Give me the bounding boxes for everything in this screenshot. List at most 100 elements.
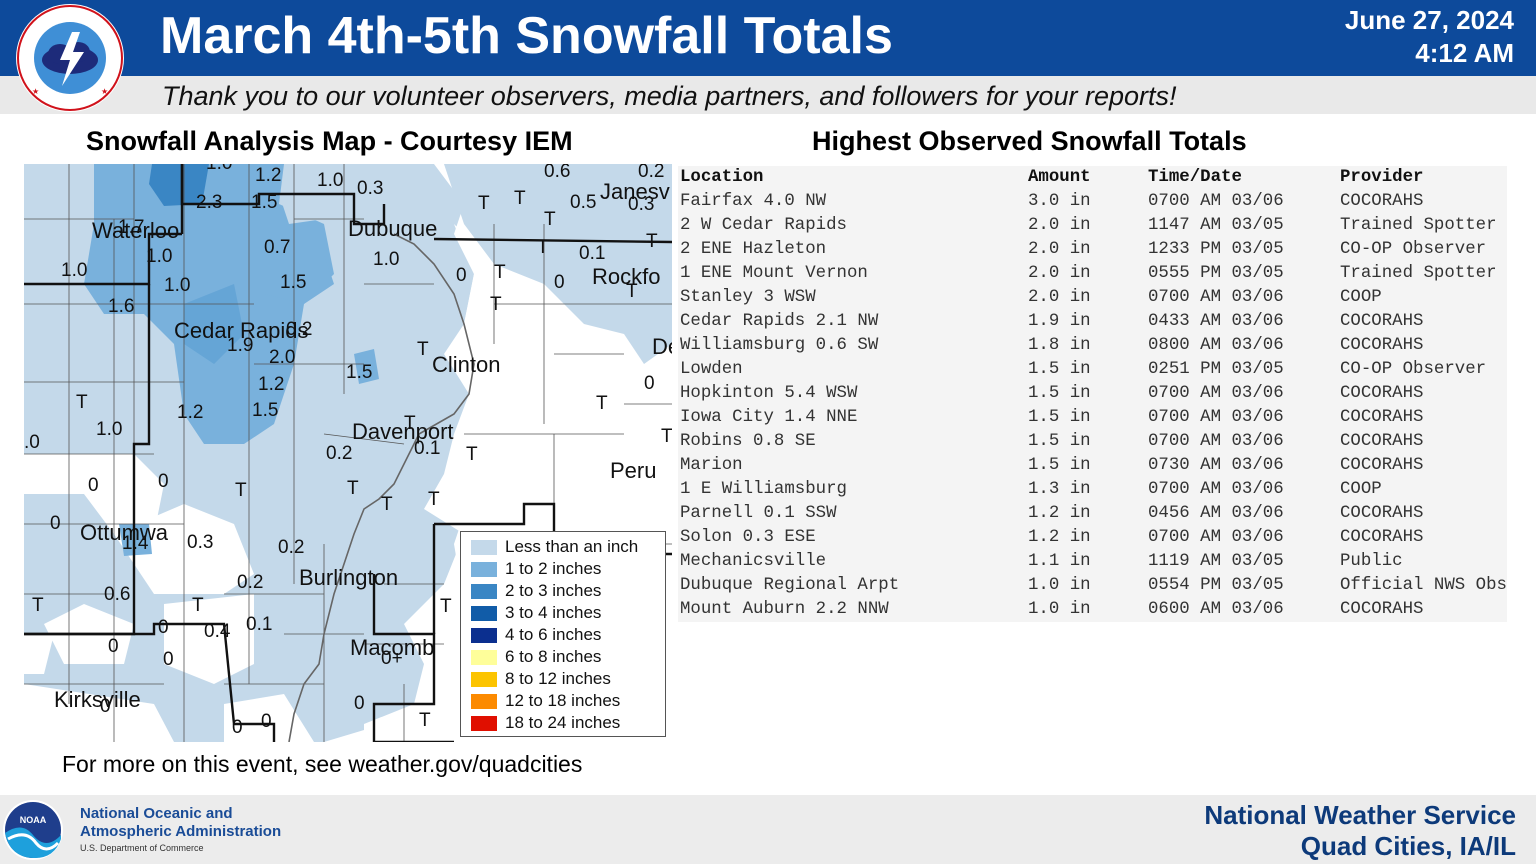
noaa-name: National Oceanic and Atmospheric Adminis… xyxy=(80,805,281,841)
map-value: 1.0 xyxy=(164,275,191,296)
legend-swatch xyxy=(471,628,497,643)
map-value: 0 xyxy=(644,373,655,394)
table-row: Mechanicsville 1.1 in 1119 AM 03/05 Public xyxy=(678,550,1507,574)
cell-provider: COCORAHS xyxy=(1338,526,1507,550)
map-value: 0 xyxy=(50,513,61,534)
table-header-row: Location Amount Time/Date Provider xyxy=(678,166,1507,190)
cell-provider: Trained Spotter xyxy=(1338,262,1507,286)
cell-location: Marion xyxy=(678,454,1026,478)
cell-location: Iowa City 1.4 NNE xyxy=(678,406,1026,430)
table-body: Fairfax 4.0 NW 3.0 in 0700 AM 03/06 COCORAH… xyxy=(678,190,1507,622)
cell-time-date: 0730 AM 03/06 xyxy=(1146,454,1338,478)
legend-label: 3 to 4 inches xyxy=(505,603,602,622)
table-title: Highest Observed Snowfall Totals xyxy=(812,126,1247,156)
cell-location: Solon 0.3 ESE xyxy=(678,526,1026,550)
legend-swatch xyxy=(471,584,497,599)
subtitle-bar xyxy=(0,76,1536,114)
cell-time-date: 0456 AM 03/06 xyxy=(1146,502,1338,526)
table-row: Williamsburg 0.6 SW 1.8 in 0800 AM 03/06 CO… xyxy=(678,334,1507,358)
map-trace: T xyxy=(404,413,416,434)
map-value: 0 xyxy=(108,636,119,657)
legend-swatch xyxy=(471,650,497,665)
cell-time-date: 1119 AM 03/05 xyxy=(1146,550,1338,574)
map-trace: T xyxy=(626,281,638,302)
map-city-rockford: Rockfo xyxy=(592,264,661,289)
map-city-ottumwa: Ottumwa xyxy=(80,520,169,545)
map-value: 0.6 xyxy=(104,584,131,605)
cell-provider: Official NWS Obs xyxy=(1338,574,1507,598)
map-value: 1.6 xyxy=(108,296,135,317)
map-value: 0.3 xyxy=(357,178,384,199)
map-city-peru: Peru xyxy=(610,458,657,483)
table-row: Cedar Rapids 2.1 NW 1.9 in 0433 AM 03/06 CO… xyxy=(678,310,1507,334)
table-row: Parnell 0.1 SSW 1.2 in 0456 AM 03/06 COCORA… xyxy=(678,502,1507,526)
map-trace: T xyxy=(381,494,393,515)
svg-text:★: ★ xyxy=(32,87,39,96)
map-trace: T xyxy=(514,188,526,209)
map-trace: T xyxy=(347,478,359,499)
map-value: 0 xyxy=(158,471,169,492)
cell-provider: COCORAHS xyxy=(1338,502,1507,526)
map-trace: T xyxy=(235,480,247,501)
legend-label: 12 to 18 inches xyxy=(505,691,621,710)
legend-label: 6 to 8 inches xyxy=(505,647,602,666)
cell-amount: 1.5 in xyxy=(1026,382,1146,406)
column-header-provider: Provider xyxy=(1338,166,1507,190)
table-row: 2 W Cedar Rapids 2.0 in 1147 AM 03/05 Train… xyxy=(678,214,1507,238)
map-value: 0.7 xyxy=(264,237,291,258)
cell-time-date: 0700 AM 03/06 xyxy=(1146,430,1338,454)
table-row: 1 E Williamsburg 1.3 in 0700 AM 03/06 COOP xyxy=(678,478,1507,502)
map-value: 1.0 xyxy=(317,170,344,191)
table-row: Marion 1.5 in 0730 AM 03/06 COCORAHS xyxy=(678,454,1507,478)
table-row: Robins 0.8 SE 1.5 in 0700 AM 03/06 COCORAHS xyxy=(678,430,1507,454)
map-value: 0.2 xyxy=(638,164,665,182)
cell-provider: COCORAHS xyxy=(1338,190,1507,214)
table-row: Iowa City 1.4 NNE 1.5 in 0700 AM 03/06 COCO… xyxy=(678,406,1507,430)
map-value: 0 xyxy=(100,696,111,717)
cell-location: Hopkinton 5.4 WSW xyxy=(678,382,1026,406)
legend-label: Less than an inch xyxy=(505,537,639,556)
cell-provider: CO-OP Observer xyxy=(1338,358,1507,382)
map-title: Snowfall Analysis Map - Courtesy IEM xyxy=(86,126,573,156)
map-value: 1.0 xyxy=(61,260,88,281)
map-trace: T xyxy=(537,237,549,258)
map-trace: T xyxy=(32,595,44,616)
cell-amount: 1.0 in xyxy=(1026,598,1146,622)
cell-provider: COCORAHS xyxy=(1338,334,1507,358)
cell-amount: 2.0 in xyxy=(1026,262,1146,286)
mississippi-river xyxy=(288,233,475,742)
map-value: 1.5 xyxy=(280,272,307,293)
column-header-time-date: Time/Date xyxy=(1146,166,1338,190)
cell-time-date: 0800 AM 03/06 xyxy=(1146,334,1338,358)
cell-amount: 1.5 in xyxy=(1026,454,1146,478)
table-row: Solon 0.3 ESE 1.2 in 0700 AM 03/06 COCORAHS xyxy=(678,526,1507,550)
cell-time-date: 0251 PM 03/05 xyxy=(1146,358,1338,382)
map-value: 0 xyxy=(261,711,272,732)
table-row: Lowden 1.5 in 0251 PM 03/05 CO-OP Observer xyxy=(678,358,1507,382)
map-value: 0.2 xyxy=(278,537,305,558)
table-row: 1 ENE Mount Vernon 2.0 in 0555 PM 03/05 Tra… xyxy=(678,262,1507,286)
cell-amount: 1.5 in xyxy=(1026,406,1146,430)
cell-provider: CO-OP Observer xyxy=(1338,238,1507,262)
map-value: 0.5 xyxy=(570,192,597,213)
legend-swatch xyxy=(471,672,497,687)
map-city-waterloo: Waterloo xyxy=(92,218,180,243)
cell-location: 1 E Williamsburg xyxy=(678,478,1026,502)
map-value: 1.5 xyxy=(251,192,278,213)
legend-label: 2 to 3 inches xyxy=(505,581,602,600)
cell-provider: COCORAHS xyxy=(1338,310,1507,334)
office-name: National Weather Service Quad Cities, IA… xyxy=(1204,800,1516,862)
cell-location: Cedar Rapids 2.1 NW xyxy=(678,310,1026,334)
page-title: March 4th-5th Snowfall Totals xyxy=(160,7,893,65)
footer-bar xyxy=(0,795,1536,864)
legend-label: 4 to 6 inches xyxy=(505,625,602,644)
map-value: 1.0 xyxy=(373,249,400,270)
table-row: Stanley 3 WSW 2.0 in 0700 AM 03/06 COOP xyxy=(678,286,1507,310)
noaa-badge-text: NOAA xyxy=(20,815,47,825)
svg-text:★: ★ xyxy=(101,87,108,96)
cell-time-date: 1147 AM 03/05 xyxy=(1146,214,1338,238)
map-value: 1.9 xyxy=(227,335,254,356)
map-graphic xyxy=(24,164,672,742)
cell-amount: 1.5 in xyxy=(1026,358,1146,382)
map-value: 0.3 xyxy=(628,194,655,215)
